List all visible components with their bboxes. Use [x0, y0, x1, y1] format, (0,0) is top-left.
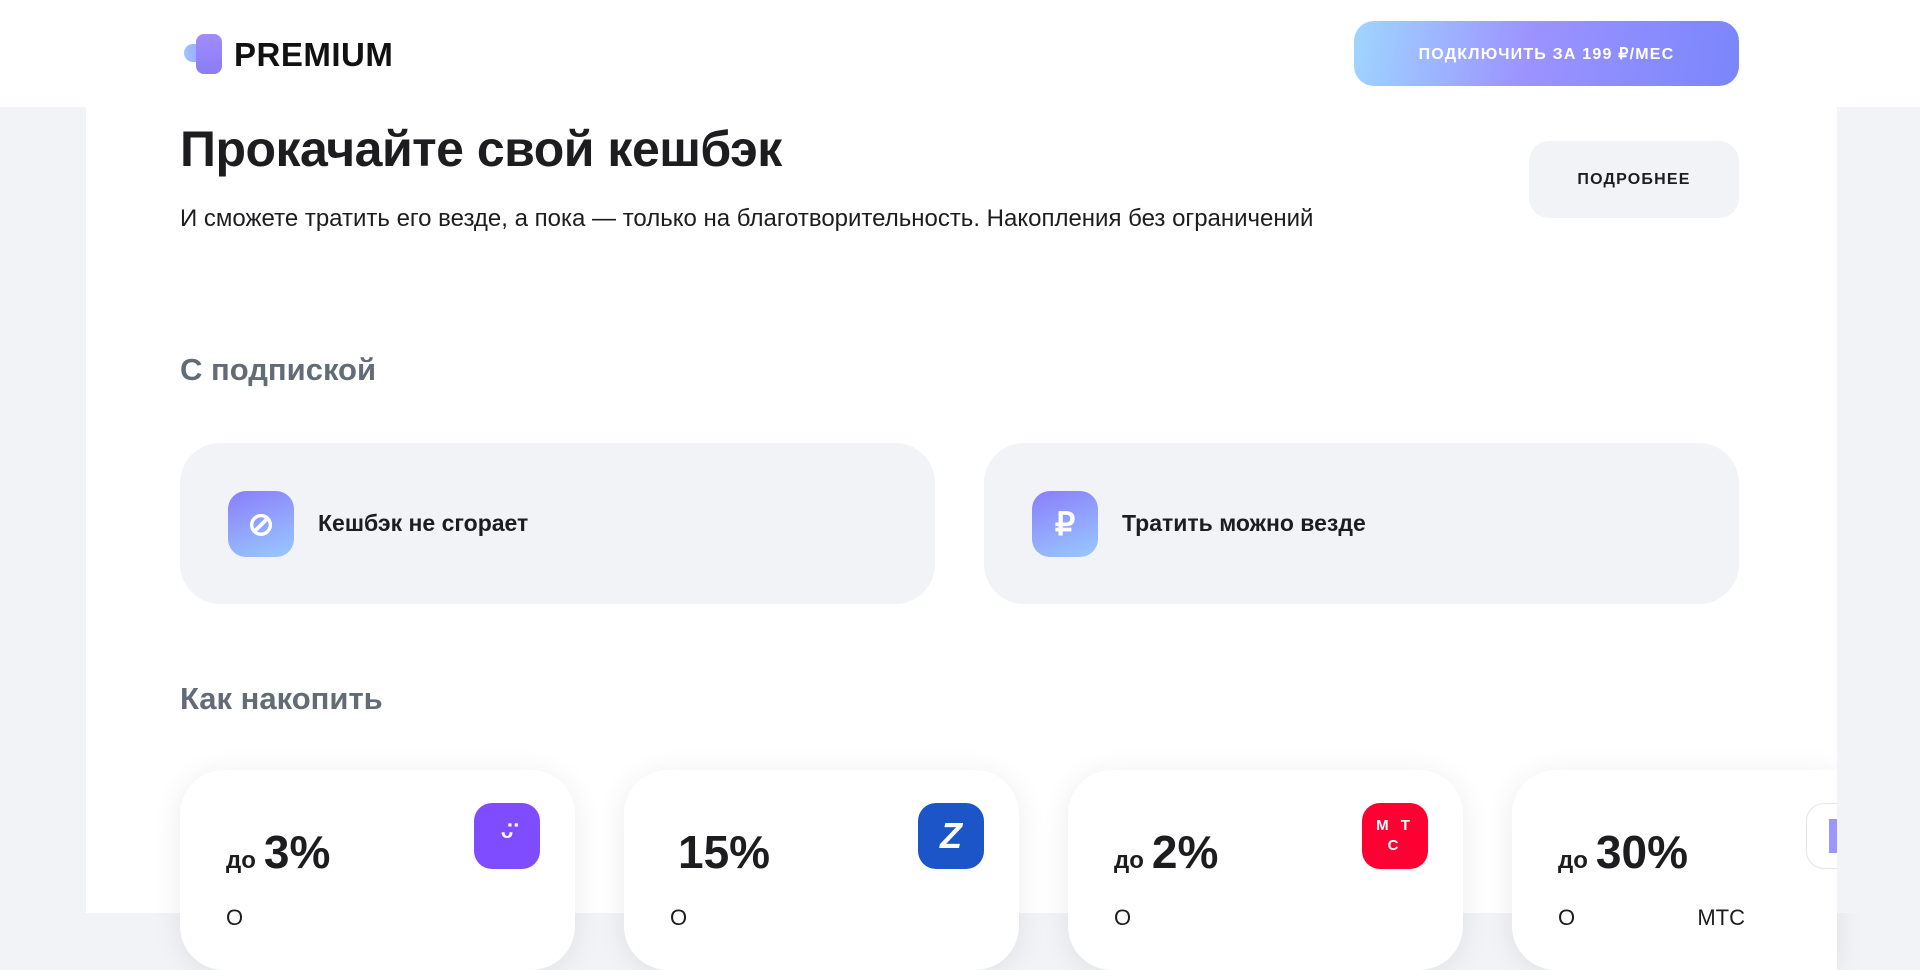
plus-logo-icon: [184, 34, 226, 76]
mts-logo-icon: М Т С: [1362, 803, 1428, 869]
percent-prefix: до: [1114, 847, 1144, 874]
premium-logo[interactable]: PREMIUM: [184, 34, 393, 76]
percent-value: 30%: [1595, 826, 1688, 878]
page-gutter: [1837, 107, 1920, 913]
card-description: О: [670, 905, 688, 930]
feature-label: Тратить можно везде: [1122, 510, 1366, 536]
blue-z-app-icon: Z: [918, 803, 984, 869]
card-description: О: [226, 905, 244, 930]
percent-value: 3%: [263, 826, 331, 878]
cashback-card[interactable]: 15% Z О: [624, 770, 1019, 970]
percent-value: 15%: [678, 826, 771, 878]
percent-value: 2%: [1151, 826, 1219, 878]
card-description: О: [1114, 905, 1132, 930]
accumulate-heading: Как накопить: [180, 681, 383, 716]
cashback-card[interactable]: до 2% М Т С О: [1068, 770, 1463, 970]
card-description: О МТС: [1558, 905, 1746, 930]
partner-app-icon: [1806, 803, 1837, 869]
percent-prefix: до: [226, 847, 256, 874]
cashback-card[interactable]: до 3% ᵕ̈ О: [180, 770, 575, 970]
smile-app-icon: ᵕ̈: [474, 803, 540, 869]
ruble-icon: ₽: [1032, 490, 1098, 557]
logo-text: PREMIUM: [234, 36, 394, 73]
percent-prefix: до: [1558, 847, 1588, 874]
page-title: Прокачайте свой кешбэк: [180, 121, 782, 177]
feature-label: Кешбэк не сгорает: [318, 510, 529, 536]
header: PREMIUM ПОДКЛЮЧИТЬ ЗА 199 ₽/МЕС: [0, 0, 1920, 107]
cashback-card[interactable]: до 30% О МТС: [1512, 770, 1837, 970]
feature-card-no-expire: ⊘ Кешбэк не сгорает: [180, 443, 935, 604]
subscription-heading: С подпиской: [180, 352, 377, 387]
page-subtitle: И сможете тратить его везде, а пока — то…: [180, 205, 1314, 232]
flame-off-icon: ⊘: [228, 490, 294, 557]
feature-card-spend-anywhere: ₽ Тратить можно везде: [984, 443, 1739, 604]
more-button[interactable]: ПОДРОБНЕЕ: [1529, 141, 1739, 218]
subscribe-button[interactable]: ПОДКЛЮЧИТЬ ЗА 199 ₽/МЕС: [1354, 21, 1739, 86]
